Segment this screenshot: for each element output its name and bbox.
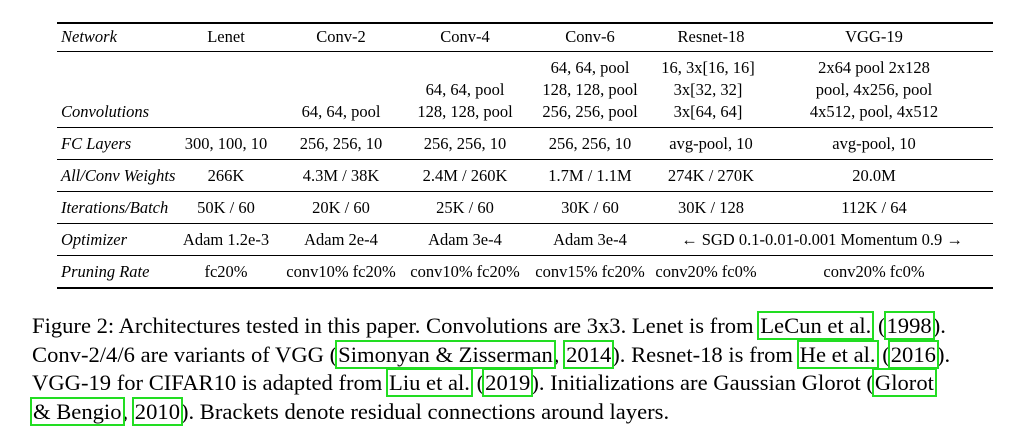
weights-conv2: 4.3M / 38K	[302, 166, 380, 185]
caption-line-1: Figure 2: Architectures tested in this p…	[32, 311, 946, 340]
fc-conv2: 256, 256, 10	[299, 134, 383, 153]
caption-line-3: VGG-19 for CIFAR10 is adapted from Liu e…	[32, 368, 937, 397]
citation-simonyan-link[interactable]: Simonyan & Zisserman	[335, 339, 556, 369]
header-network: Network	[61, 27, 117, 46]
header-conv6: Conv-6	[565, 27, 615, 46]
caption-line-4: & Bengio, 2010). Brackets denote residua…	[30, 396, 670, 426]
row-label-weights: All/Conv Weights	[61, 166, 176, 185]
citation-liu-year-link[interactable]: 2019	[482, 368, 534, 397]
opt-conv2: Adam 2e-4	[304, 230, 378, 249]
opt-lenet: Adam 1.2e-3	[182, 230, 270, 249]
vgg19-convolutions: 2x64 pool 2x128 pool, 4x256, pool 4x512,…	[809, 58, 939, 121]
conv4-convolutions: 64, 64, pool 128, 128, pool	[417, 80, 513, 121]
fc-lenet: 300, 100, 10	[184, 134, 268, 153]
row-label-optimizer: Optimizer	[61, 230, 127, 249]
optimizer-rule	[57, 255, 993, 256]
citation-glorot-link[interactable]: Glorot	[871, 368, 937, 397]
row-label-pruning: Pruning Rate	[61, 262, 150, 281]
table-top-rule	[57, 22, 993, 24]
fc-conv4: 256, 256, 10	[423, 134, 507, 153]
citation-he-year-link[interactable]: 2016	[887, 339, 939, 369]
header-conv2: Conv-2	[316, 27, 366, 46]
figure-caption: Figure 2: Architectures tested in this p…	[30, 311, 1028, 426]
opt-sgd-span: ← SGD 0.1-0.01-0.001 Momentum 0.9 →	[681, 230, 963, 249]
citation-liu-link[interactable]: Liu et al.	[386, 368, 473, 397]
conv6-convolutions: 64, 64, pool 128, 128, pool 256, 256, po…	[542, 58, 638, 121]
citation-he-link[interactable]: He et al.	[796, 339, 879, 369]
prune-vgg19: conv20% fc0%	[823, 262, 925, 281]
weights-resnet18: 274K / 270K	[667, 166, 755, 185]
prune-resnet18: conv20% fc0%	[655, 262, 757, 281]
resnet18-convolutions: 16, 3x[16, 16] 3x[32, 32] 3x[64, 64]	[661, 58, 755, 121]
weights-lenet: 266K	[207, 166, 245, 185]
fc-vgg19: avg-pool, 10	[832, 134, 916, 153]
iter-lenet: 50K / 60	[197, 198, 255, 217]
header-resnet18: Resnet-18	[677, 27, 745, 46]
table-bottom-rule	[57, 287, 993, 289]
prune-conv6: conv15% fc20%	[535, 262, 645, 281]
weights-rule	[57, 191, 993, 192]
prune-lenet: fc20%	[204, 262, 248, 281]
citation-simonyan-year-link[interactable]: 2014	[563, 339, 615, 369]
prune-conv2: conv10% fc20%	[286, 262, 396, 281]
iter-conv2: 20K / 60	[312, 198, 370, 217]
fc-conv6: 256, 256, 10	[548, 134, 632, 153]
iter-vgg19: 112K / 64	[841, 198, 907, 217]
caption-line-2: Conv-2/4/6 are variants of VGG (Simonyan…	[32, 339, 951, 369]
conv2-convolutions: 64, 64, pool	[301, 102, 381, 121]
citation-bengio-link[interactable]: & Bengio	[30, 396, 125, 426]
weights-conv4: 2.4M / 260K	[422, 166, 508, 185]
iter-conv6: 30K / 60	[561, 198, 619, 217]
opt-conv4: Adam 3e-4	[428, 230, 502, 249]
citation-lecun-year-link[interactable]: 1998	[883, 311, 935, 340]
row-label-convolutions: Convolutions	[61, 102, 150, 121]
row-label-fc-layers: FC Layers	[61, 134, 132, 153]
citation-lecun-link[interactable]: LeCun et al.	[757, 311, 875, 340]
opt-conv6: Adam 3e-4	[553, 230, 627, 249]
iter-conv4: 25K / 60	[436, 198, 494, 217]
weights-vgg19: 20.0M	[852, 166, 896, 185]
header-lenet: Lenet	[207, 27, 245, 46]
prune-conv4: conv10% fc20%	[410, 262, 520, 281]
convolutions-rule	[57, 127, 993, 128]
fc-resnet18: avg-pool, 10	[669, 134, 753, 153]
fc-rule	[57, 159, 993, 160]
row-label-iterations: Iterations/Batch	[61, 198, 169, 217]
citation-glorot-year-link[interactable]: 2010	[131, 396, 183, 426]
header-rule	[57, 51, 993, 52]
iter-resnet18: 30K / 128	[678, 198, 744, 217]
header-vgg19: VGG-19	[845, 27, 903, 46]
iterations-rule	[57, 223, 993, 224]
header-conv4: Conv-4	[440, 27, 490, 46]
weights-conv6: 1.7M / 1.1M	[548, 166, 632, 185]
